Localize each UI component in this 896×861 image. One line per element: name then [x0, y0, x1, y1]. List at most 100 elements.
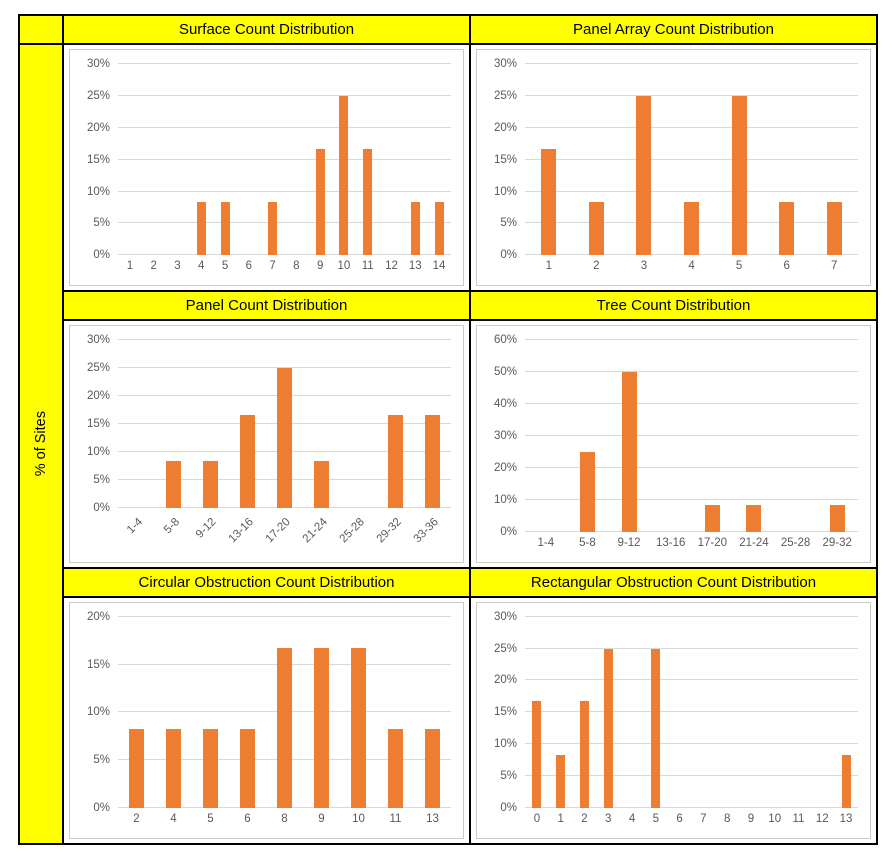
x-tick-label: 1 — [557, 812, 564, 825]
bar-slot — [525, 617, 549, 808]
y-tick-label: 5% — [93, 217, 110, 230]
y-tick-label: 60% — [493, 334, 517, 347]
gridline — [525, 403, 858, 405]
gridline — [525, 94, 858, 96]
x-tick-label: 5-8 — [161, 515, 182, 536]
bar-slot — [261, 64, 285, 256]
bar-slot — [775, 340, 817, 531]
x-tick-label: 5-8 — [579, 536, 596, 549]
bar-slot — [403, 64, 427, 256]
y-tick-label: 0% — [93, 501, 110, 514]
bar — [588, 202, 604, 256]
bars-layer — [525, 64, 858, 256]
plot-area — [118, 615, 451, 808]
bar-slot — [763, 64, 811, 256]
bar-slot — [118, 64, 142, 255]
x-axis: 1 2 3 4 5 6 7 8 9 10 11 12 13 14 — [118, 255, 451, 277]
bar-slot — [573, 64, 621, 256]
bar-slot — [213, 64, 237, 256]
x-tick-label: 13 — [426, 812, 439, 825]
y-tick-label: 30% — [86, 58, 110, 70]
gridline — [525, 498, 858, 500]
bar — [339, 95, 349, 256]
gridline — [118, 222, 451, 224]
y-tick-label: 25% — [493, 89, 517, 102]
x-tick-label: 5 — [207, 812, 214, 825]
chart-title-panel-array-count: Panel Array Count Distribution — [471, 16, 876, 43]
bar — [410, 202, 420, 256]
chart-tree-count: 0% 10% 20% 30% 40% 50% 60% 1-4 5-8 9-12 13-16 17-20… — [471, 321, 876, 567]
shared-y-axis-label: % of Sites — [20, 45, 62, 843]
bar-slot — [573, 617, 597, 808]
bar — [684, 202, 700, 256]
x-tick-label: 2 — [133, 812, 140, 825]
bar-slot — [414, 340, 451, 508]
bar-slot — [567, 340, 609, 532]
gridline — [525, 63, 858, 64]
y-axis: 0% 5% 10% 15% 20% 25% 30% — [72, 334, 118, 513]
bar — [203, 728, 218, 808]
bar-slot — [356, 64, 380, 256]
chart-title-surface-count: Surface Count Distribution — [64, 16, 469, 43]
bar-slot — [810, 617, 834, 808]
gridline — [118, 126, 451, 128]
bar-slot — [733, 340, 775, 532]
bar — [314, 648, 329, 808]
bar-slot — [189, 64, 213, 256]
x-tick-label: 17-20 — [697, 536, 728, 549]
bar — [166, 728, 181, 808]
y-tick-label: 15% — [86, 153, 110, 166]
gridline — [525, 371, 858, 373]
bar-slot — [118, 340, 155, 507]
bar — [240, 414, 255, 508]
y-tick-label: 30% — [493, 430, 517, 442]
y-axis: 0% 5% 10% 15% 20% 25% 30% — [479, 611, 525, 814]
x-axis: 0 1 2 3 4 5 6 7 8 9 10 11 12 13 — [525, 808, 858, 830]
y-tick-label: 15% — [86, 418, 110, 430]
y-tick-label: 25% — [86, 89, 110, 102]
y-axis: 0% 10% 20% 30% 40% 50% 60% — [479, 334, 525, 537]
bars-layer — [525, 340, 858, 532]
gridline — [118, 190, 451, 192]
x-tick-label: 10 — [768, 812, 782, 825]
bars-layer — [118, 617, 451, 808]
bar — [166, 461, 181, 508]
plot-panel: 0% 5% 10% 15% 20% 25% 30% 1 2 3 4 5 6 7 8 9 10 11 12 13 14 — [69, 49, 464, 287]
x-tick-label: 6 — [245, 260, 252, 273]
bar — [541, 148, 557, 256]
x-tick-label: 12 — [815, 812, 829, 825]
y-tick-label: 0% — [93, 801, 110, 814]
bar — [220, 202, 230, 256]
x-tick-label: 1 — [545, 260, 552, 273]
bar-slot — [340, 617, 377, 808]
bar-slot — [620, 64, 668, 256]
y-axis-title: % of Sites — [33, 411, 49, 477]
x-tick-label: 25-28 — [780, 536, 811, 549]
y-tick-label: 20% — [493, 674, 517, 687]
bar — [240, 728, 255, 808]
gridline — [525, 435, 858, 436]
gridline — [525, 711, 858, 713]
x-tick-label: 6 — [676, 812, 683, 825]
plot-panel: 0% 5% 10% 15% 20% 25% 30% 1-4 5-8 9-12 13-16 17-20 2… — [69, 325, 464, 563]
x-tick-label: 7 — [831, 260, 838, 273]
x-tick-label: 33-36 — [411, 515, 441, 545]
chart-circular-obstruction-count: 0% 5% 10% 15% 20% 2 4 5 6 8 9 10 11 13 — [64, 597, 469, 843]
x-tick-label: 21-24 — [739, 536, 769, 549]
x-tick-label: 11 — [389, 812, 402, 825]
y-tick-label: 15% — [86, 658, 110, 671]
bars-layer — [525, 617, 858, 808]
x-axis: 2 4 5 6 8 9 10 11 13 — [118, 808, 451, 830]
x-tick-label: 7 — [700, 812, 707, 825]
x-tick-label: 4 — [688, 260, 695, 273]
bar — [636, 95, 652, 256]
y-tick-label: 0% — [500, 249, 517, 262]
bar — [603, 648, 613, 808]
bar — [779, 202, 795, 256]
bar-slot — [644, 617, 668, 808]
y-tick-label: 50% — [493, 366, 517, 379]
x-tick-label: 29-32 — [822, 536, 852, 549]
x-tick-label: 9-12 — [617, 536, 641, 549]
bar-slot — [340, 340, 377, 507]
x-tick-label: 11 — [361, 260, 374, 273]
